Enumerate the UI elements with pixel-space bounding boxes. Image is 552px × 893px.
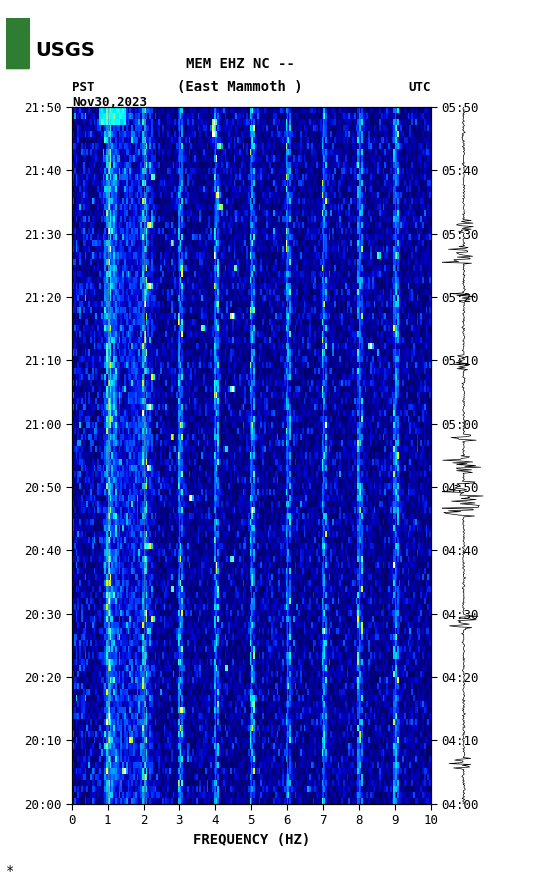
FancyBboxPatch shape [4,16,30,70]
Text: *: * [6,864,14,878]
Text: (East Mammoth ): (East Mammoth ) [177,79,303,94]
Text: Nov30,2023: Nov30,2023 [72,96,147,109]
Text: PST: PST [72,80,94,94]
Text: UTC: UTC [408,80,431,94]
Text: USGS: USGS [35,40,95,60]
X-axis label: FREQUENCY (HZ): FREQUENCY (HZ) [193,832,310,847]
Text: MEM EHZ NC --: MEM EHZ NC -- [185,57,295,71]
